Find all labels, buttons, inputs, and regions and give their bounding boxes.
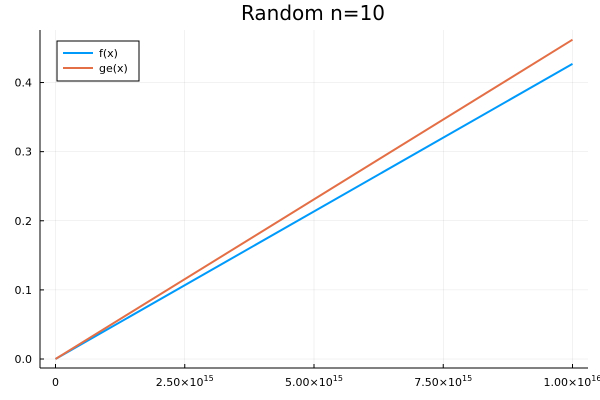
x-tick-label: 1.00×1016 bbox=[544, 374, 600, 389]
legend: f(x) ge(x) bbox=[56, 40, 140, 82]
legend-label: f(x) bbox=[99, 47, 118, 60]
y-tick-label: 0.2 bbox=[15, 215, 33, 228]
x-tick-label: 2.50×1015 bbox=[156, 374, 214, 389]
y-tick-label: 0.3 bbox=[15, 146, 33, 159]
legend-label: ge(x) bbox=[99, 62, 128, 75]
x-tick-label: 5.00×1015 bbox=[285, 374, 343, 389]
ticks-layer: 0.0 0.1 0.2 0.3 0.4 0 2.50×1015 5.00×1015 7.50×1… bbox=[15, 77, 600, 389]
y-tick-label: 0.4 bbox=[15, 77, 33, 90]
x-tick-label: 7.50×1015 bbox=[414, 374, 472, 389]
legend-box bbox=[56, 40, 140, 82]
grid bbox=[40, 30, 588, 368]
y-tick-label: 0.1 bbox=[15, 284, 33, 297]
series-layer bbox=[54, 38, 574, 360]
series-line-f-x bbox=[55, 63, 573, 360]
series-line-ge-x bbox=[54, 38, 574, 360]
chart-title: Random n=10 bbox=[241, 1, 385, 25]
x-tick-label: 0 bbox=[52, 376, 59, 389]
y-tick-label: 0.0 bbox=[15, 353, 33, 366]
